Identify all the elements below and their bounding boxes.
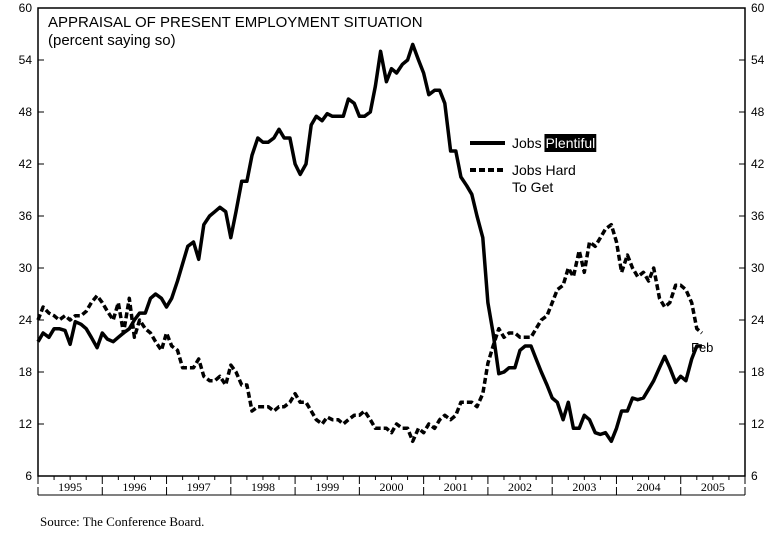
y-tick-label-right-54: 54 xyxy=(751,53,765,67)
y-tick-label-left-48: 48 xyxy=(19,105,33,119)
x-tick-label-2000: 2000 xyxy=(380,480,404,494)
y-tick-label-right-42: 42 xyxy=(751,157,765,171)
y-tick-label-right-12: 12 xyxy=(751,417,765,431)
y-tick-label-left-42: 42 xyxy=(19,157,33,171)
x-tick-label-1998: 1998 xyxy=(251,480,275,494)
x-tick-label-1996: 1996 xyxy=(122,480,146,494)
x-tick-label-2001: 2001 xyxy=(444,480,468,494)
y-tick-label-right-18: 18 xyxy=(751,365,765,379)
y-tick-label-right-36: 36 xyxy=(751,209,765,223)
series-line-jobs-plentiful xyxy=(36,42,702,444)
legend-label-jobs-plentiful: Jobs Plentiful xyxy=(512,135,595,151)
x-tick-label-1995: 1995 xyxy=(58,480,82,494)
plot-frame xyxy=(37,7,746,477)
legend-label-jobs-plentiful-prefix: Jobs xyxy=(512,135,545,151)
frame-layer xyxy=(37,7,746,496)
axis-layer: 6 6 12 12 18 18 24 24 30 30 36 36 42 42 48 48 54 54 60 60 19… xyxy=(19,1,765,495)
y-tick-label-right-60: 60 xyxy=(751,1,765,15)
x-tick-label-1997: 1997 xyxy=(187,480,211,494)
y-tick-label-left-54: 54 xyxy=(19,53,33,67)
y-tick-label-right-24: 24 xyxy=(751,313,765,327)
x-tick-label-2005: 2005 xyxy=(701,480,725,494)
end-annotation-feb: Feb xyxy=(691,340,713,355)
source-note: Source: The Conference Board. xyxy=(40,514,204,529)
series-line-jobs-hard-to-get xyxy=(36,222,704,444)
y-tick-label-left-30: 30 xyxy=(19,261,33,275)
series-layer xyxy=(36,42,704,444)
x-tick-label-2004: 2004 xyxy=(637,480,661,494)
legend-highlight-background xyxy=(544,134,597,152)
x-tick-label-1999: 1999 xyxy=(315,480,339,494)
y-tick-label-left-12: 12 xyxy=(19,417,33,431)
x-tick-label-2003: 2003 xyxy=(572,480,596,494)
legend: Jobs Hard To Get Jobs Plentiful xyxy=(470,134,597,195)
legend-label-jobs-hard-line1: Jobs Hard xyxy=(512,162,576,178)
chart-title: APPRAISAL OF PRESENT EMPLOYMENT SITUATIO… xyxy=(48,14,423,31)
y-tick-label-left-18: 18 xyxy=(19,365,33,379)
y-tick-label-left-24: 24 xyxy=(19,313,33,327)
y-tick-label-right-30: 30 xyxy=(751,261,765,275)
y-tick-label-left-6: 6 xyxy=(25,469,32,483)
text-layer: APPRAISAL OF PRESENT EMPLOYMENT SITUATIO… xyxy=(40,14,713,529)
legend-label-jobs-hard-line2: To Get xyxy=(512,179,553,195)
y-tick-label-right-48: 48 xyxy=(751,105,765,119)
y-tick-label-left-60: 60 xyxy=(19,1,33,15)
legend-label-jobs-plentiful-highlight: Plentiful xyxy=(545,135,595,151)
x-tick-label-2002: 2002 xyxy=(508,480,532,494)
y-tick-label-left-36: 36 xyxy=(19,209,33,223)
chart-subtitle: (percent saying so) xyxy=(48,32,176,49)
y-tick-label-right-6: 6 xyxy=(751,469,758,483)
